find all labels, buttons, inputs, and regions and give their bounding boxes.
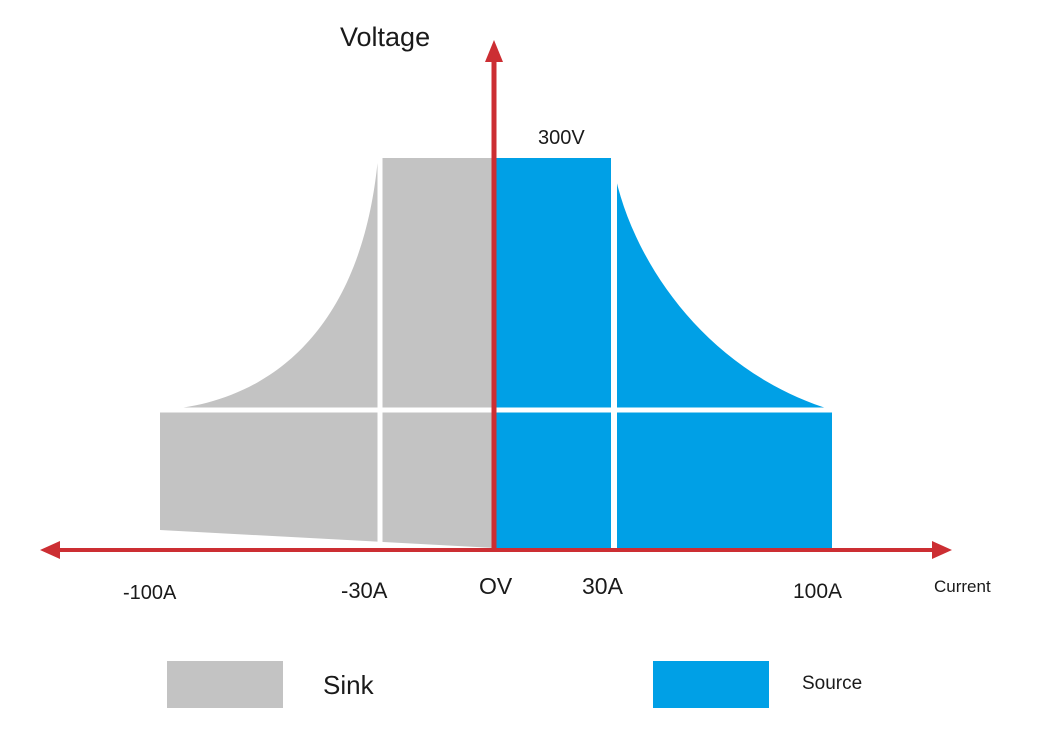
max-voltage-label: 300V xyxy=(538,127,585,149)
sink-legend-label: Sink xyxy=(323,670,374,700)
sink-legend-swatch xyxy=(167,661,283,708)
origin-label: OV xyxy=(479,573,513,599)
source-legend-swatch xyxy=(653,661,769,708)
current-axis-label: Current xyxy=(934,577,991,596)
voltage-axis-label: Voltage xyxy=(340,22,430,52)
current-axis-right-arrow xyxy=(932,541,952,559)
voltage-axis-arrow xyxy=(485,40,503,62)
tick-label-100a: 100A xyxy=(793,580,842,603)
sink-region xyxy=(160,158,495,548)
tick-label-minus100a: -100A xyxy=(123,582,177,604)
source-legend-label: Source xyxy=(802,673,863,694)
source-region xyxy=(495,158,832,548)
tick-label-minus30a: -30A xyxy=(341,578,388,603)
current-axis-left-arrow xyxy=(40,541,60,559)
tick-label-30a: 30A xyxy=(582,573,624,599)
